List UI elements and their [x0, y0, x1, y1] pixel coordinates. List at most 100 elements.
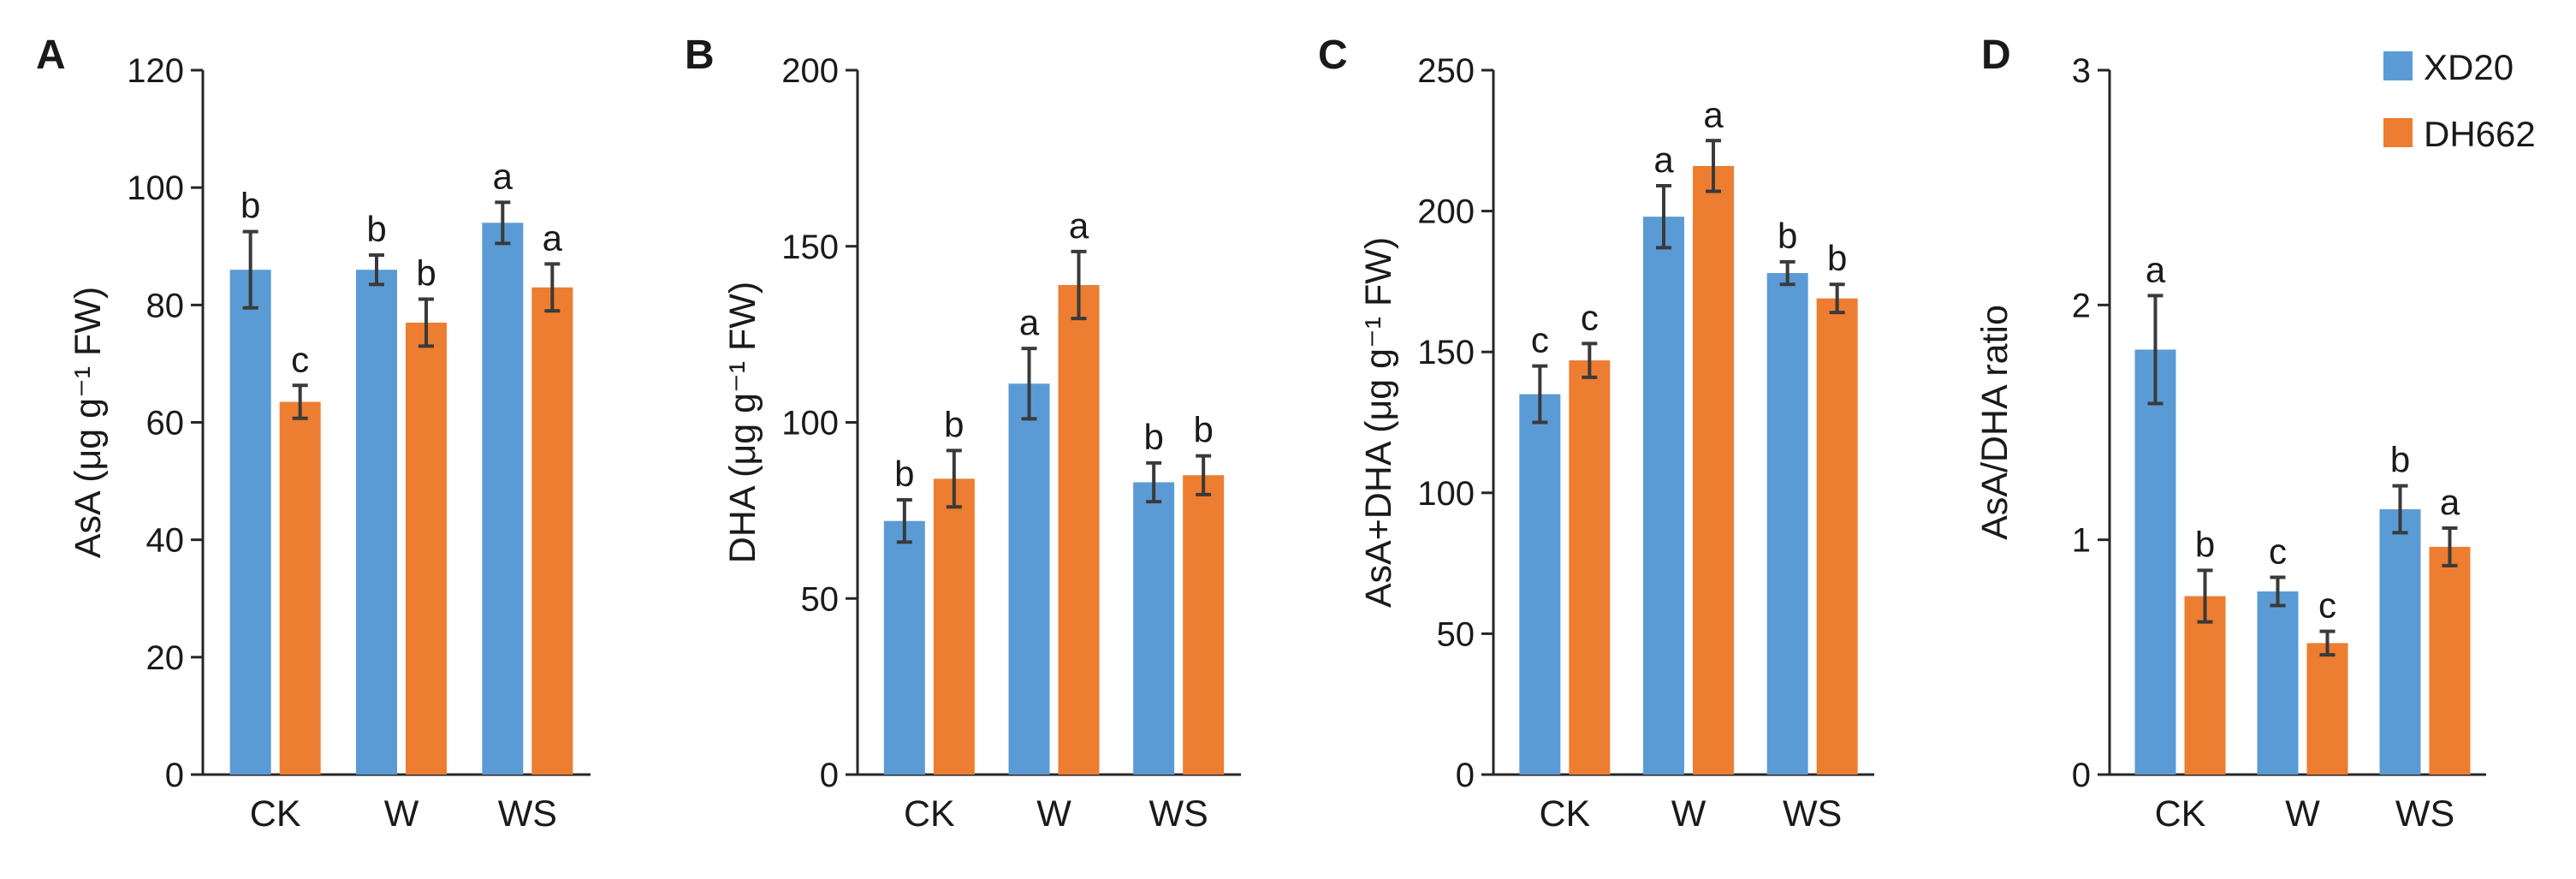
category-label-c: WS [1783, 793, 1842, 834]
y-axis-title-d: AsA/DHA ratio [1974, 305, 2015, 540]
category-label-d: CK [2155, 793, 2206, 834]
significance-label-b-xd20-w: a [1019, 302, 1040, 342]
significance-label-a-xd20-ck: b [240, 186, 260, 226]
y-tick-label-c: 0 [1456, 757, 1475, 794]
error-bar-a-xd20-ws [495, 200, 511, 246]
legend: XD20 DH662 [2383, 47, 2536, 154]
panel-letter-d: D [1981, 33, 2011, 78]
bar-b-dh662-ck [933, 478, 975, 775]
category-label-b: W [1036, 793, 1071, 834]
y-tick-label-a: 100 [127, 169, 184, 207]
significance-label-b-dh662-ck: b [944, 404, 964, 444]
bar-a-xd20-ws [482, 223, 524, 775]
significance-label-d-xd20-w: c [2269, 532, 2287, 572]
significance-label-c-dh662-ws: b [1827, 238, 1847, 278]
error-bar-c-dh662-ws [1829, 282, 1845, 315]
legend-label-xd20: XD20 [2424, 47, 2514, 87]
bar-d-xd20-ws [2379, 509, 2421, 775]
error-bar-a-dh662-w [418, 297, 434, 348]
y-tick-label-c: 50 [1437, 615, 1475, 653]
error-bar-d-xd20-w [2270, 575, 2286, 608]
bar-c-dh662-w [1693, 165, 1734, 775]
y-tick-label-d: 1 [2072, 522, 2091, 560]
y-tick-label-a: 80 [146, 287, 185, 324]
bar-c-xd20-ws [1766, 273, 1808, 775]
bar-b-xd20-ws [1133, 482, 1175, 775]
bar-a-xd20-ck [229, 270, 271, 775]
category-label-c: CK [1539, 793, 1590, 834]
bar-d-xd20-ck [2134, 349, 2176, 775]
error-bar-d-dh662-ck [2197, 568, 2213, 624]
error-bar-c-dh662-w [1706, 139, 1721, 193]
significance-label-a-xd20-w: b [366, 209, 386, 249]
y-tick-label-c: 200 [1417, 193, 1475, 231]
error-bar-b-xd20-ws [1146, 460, 1162, 504]
bar-c-xd20-ck [1519, 394, 1561, 775]
bar-c-dh662-ws [1816, 298, 1858, 775]
bar-d-dh662-ws [2429, 546, 2471, 775]
significance-label-c-dh662-ck: c [1581, 297, 1599, 337]
legend-swatch-xd20 [2383, 51, 2413, 80]
y-tick-label-c: 150 [1417, 334, 1475, 371]
panel-letter-a: A [36, 33, 66, 78]
bar-b-xd20-ck [883, 520, 925, 775]
bar-a-dh662-ck [279, 401, 321, 775]
significance-label-c-dh662-w: a [1703, 94, 1724, 134]
bar-c-dh662-ck [1569, 360, 1611, 775]
panel-letter-c: C [1318, 33, 1348, 78]
bar-d-dh662-ck [2184, 596, 2226, 775]
category-label-b: CK [904, 793, 955, 834]
category-label-a: WS [498, 793, 557, 834]
error-bar-c-dh662-ck [1582, 342, 1598, 379]
y-tick-label-b: 200 [781, 52, 839, 90]
category-label-d: W [2285, 793, 2320, 834]
significance-label-c-xd20-ck: c [1531, 320, 1549, 360]
significance-label-b-xd20-ws: b [1143, 417, 1163, 457]
error-bar-d-xd20-ck [2147, 294, 2163, 406]
panel-c: C 0 50 100 150 200 250 AsA+DHA (μg g⁻¹ FW) CK cc W… [1318, 33, 1874, 834]
significance-label-c-xd20-w: a [1653, 140, 1674, 180]
error-bar-a-dh662-ck [292, 383, 308, 420]
bar-d-dh662-w [2306, 643, 2348, 775]
error-bar-b-xd20-w [1021, 347, 1037, 421]
bar-c-xd20-w [1643, 217, 1684, 775]
bar-b-dh662-w [1058, 285, 1100, 775]
y-axis-title-b: DHA (μg g⁻¹ FW) [722, 282, 763, 563]
error-bar-a-dh662-ws [544, 262, 561, 313]
panel-letter-b: B [685, 33, 715, 78]
bar-a-dh662-w [406, 322, 447, 775]
y-tick-label-a: 40 [146, 522, 185, 560]
significance-label-d-xd20-ck: a [2146, 249, 2166, 289]
y-tick-label-a: 120 [127, 52, 184, 90]
bar-a-xd20-w [356, 270, 397, 775]
error-bar-c-xd20-w [1656, 183, 1671, 250]
y-tick-label-c: 100 [1417, 475, 1475, 513]
category-label-a: CK [250, 793, 301, 834]
bar-d-xd20-w [2257, 591, 2299, 775]
y-axis-title-a: AsA (μg g⁻¹ FW) [68, 287, 109, 558]
error-bar-d-xd20-ws [2392, 484, 2408, 535]
significance-label-d-xd20-ws: b [2390, 440, 2410, 480]
category-label-d: WS [2395, 793, 2454, 834]
bar-b-xd20-w [1008, 383, 1050, 775]
significance-label-d-dh662-ws: a [2440, 482, 2460, 522]
significance-label-b-dh662-ws: b [1193, 410, 1213, 450]
y-tick-label-d: 2 [2072, 287, 2091, 324]
bar-a-dh662-ws [531, 287, 573, 775]
category-label-c: W [1671, 793, 1706, 834]
y-tick-label-b: 50 [801, 580, 840, 618]
y-tick-label-b: 0 [820, 757, 839, 794]
significance-label-d-dh662-w: c [2318, 585, 2336, 626]
category-label-b: WS [1149, 793, 1208, 834]
bar-b-dh662-ws [1183, 475, 1225, 775]
significance-label-a-dh662-ws: a [543, 217, 563, 258]
error-bar-a-xd20-w [369, 253, 384, 287]
error-bar-c-xd20-ws [1779, 259, 1795, 287]
significance-label-b-xd20-ck: b [894, 454, 914, 494]
y-tick-label-a: 0 [165, 757, 184, 794]
error-bar-b-dh662-ws [1196, 454, 1212, 496]
